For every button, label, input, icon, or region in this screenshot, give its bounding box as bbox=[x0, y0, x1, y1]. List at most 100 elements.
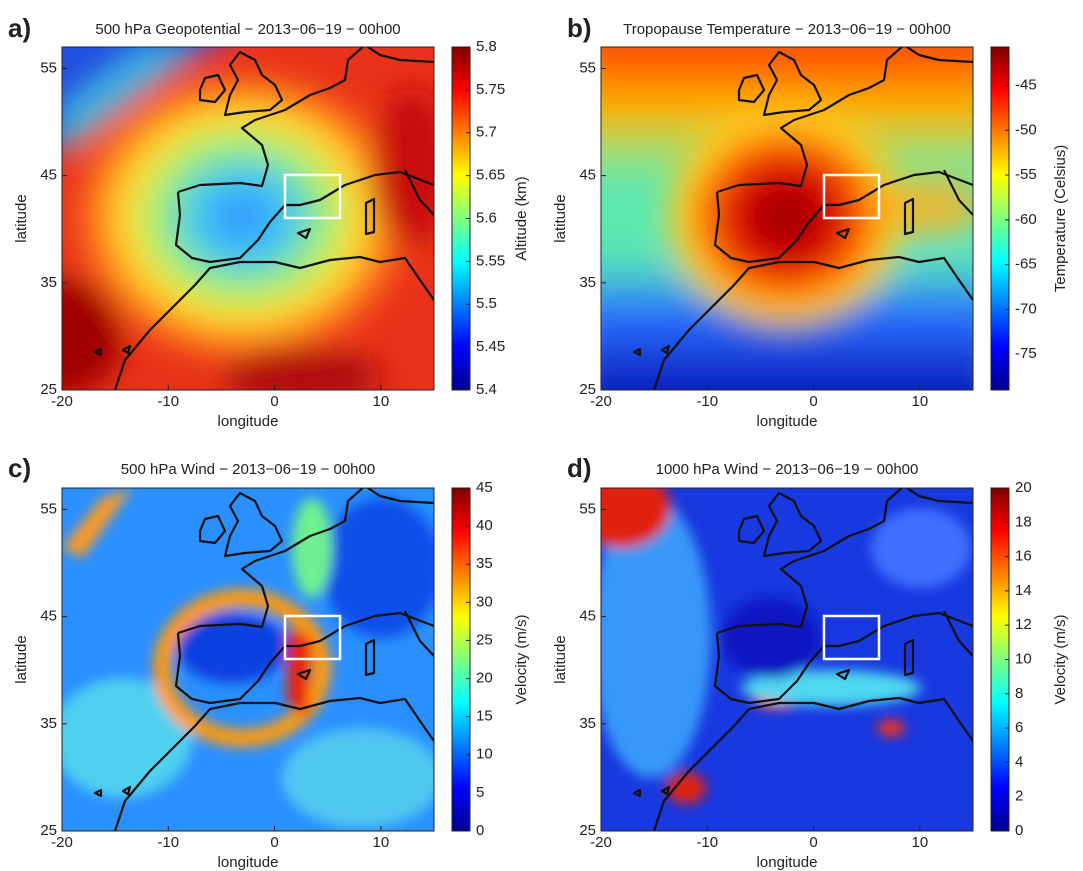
colorbar-tick-label: 18 bbox=[1015, 513, 1032, 530]
colorbar-tick-label: 10 bbox=[1015, 650, 1032, 667]
y-tick-label: 45 bbox=[579, 167, 596, 184]
colorbar-tick-label: 5.5 bbox=[476, 295, 497, 312]
y-axis-label: latitude bbox=[552, 635, 569, 683]
x-tick-label: -20 bbox=[51, 834, 73, 851]
colorbar-tick-label: -55 bbox=[1015, 166, 1037, 183]
colorbar-tick-label: 5.6 bbox=[476, 209, 497, 226]
y-tick-label: 45 bbox=[579, 608, 596, 625]
x-axis-label: longitude bbox=[218, 854, 279, 871]
panel-label: c) bbox=[8, 453, 31, 483]
x-tick-label: 10 bbox=[912, 834, 929, 851]
colorbar-tick-label: 4 bbox=[1015, 753, 1023, 770]
x-axis-label: longitude bbox=[218, 413, 279, 430]
colorbar-tick-label: 5.7 bbox=[476, 124, 497, 141]
colorbar-tick-label: 10 bbox=[476, 746, 493, 763]
colorbar-label: Velocity (m/s) bbox=[513, 614, 530, 704]
y-tick-label: 55 bbox=[579, 500, 596, 517]
colorbar-tick-label: 0 bbox=[476, 822, 484, 839]
colorbar-tick-label: 5.75 bbox=[476, 81, 505, 98]
colorbar-tick-label: 5.8 bbox=[476, 38, 497, 55]
x-axis-label: longitude bbox=[757, 413, 818, 430]
x-tick-label: -10 bbox=[696, 834, 718, 851]
x-tick-label: -20 bbox=[590, 393, 612, 410]
colorbar-tick-label: 12 bbox=[1015, 616, 1032, 633]
colorbar bbox=[990, 46, 1010, 391]
y-tick-label: 25 bbox=[579, 822, 596, 839]
colorbar-tick-label: -60 bbox=[1015, 211, 1037, 228]
y-tick-label: 45 bbox=[40, 608, 57, 625]
colorbar-tick-label: 35 bbox=[476, 555, 493, 572]
y-tick-label: 55 bbox=[579, 59, 596, 76]
x-tick-label: 10 bbox=[373, 834, 390, 851]
x-tick-label: 10 bbox=[373, 393, 390, 410]
x-tick-label: 0 bbox=[270, 834, 278, 851]
x-tick-label: 0 bbox=[270, 393, 278, 410]
field-a bbox=[62, 47, 434, 390]
x-tick-label: -10 bbox=[696, 393, 718, 410]
colorbar-tick-label: -65 bbox=[1015, 256, 1037, 273]
x-tick-label: 10 bbox=[912, 393, 929, 410]
y-axis-label: latitude bbox=[13, 635, 30, 683]
colorbar-tick-label: 30 bbox=[476, 593, 493, 610]
x-axis-label: longitude bbox=[757, 854, 818, 871]
x-tick-label: 0 bbox=[809, 834, 817, 851]
colorbar-tick-label: 40 bbox=[476, 517, 493, 534]
x-tick-label: -10 bbox=[157, 393, 179, 410]
colorbar-tick-label: 20 bbox=[1015, 479, 1032, 496]
panel-title: Tropopause Temperature − 2013−06−19 − 00… bbox=[623, 21, 951, 38]
y-tick-label: 25 bbox=[579, 381, 596, 398]
field-d bbox=[601, 488, 973, 831]
colorbar-tick-label: -75 bbox=[1015, 345, 1037, 362]
colorbar-tick-label: 45 bbox=[476, 479, 493, 496]
colorbar-tick-label: 5.4 bbox=[476, 381, 497, 398]
plot-frame bbox=[600, 487, 974, 832]
colorbar-tick-label: 5 bbox=[476, 784, 484, 801]
colorbar-tick-label: 15 bbox=[476, 708, 493, 725]
colorbar-label: Velocity (m/s) bbox=[1052, 614, 1069, 704]
colorbar-tick-label: -70 bbox=[1015, 300, 1037, 317]
plot-frame bbox=[600, 46, 974, 391]
colorbar-tick-label: 20 bbox=[476, 670, 493, 687]
plot-frame bbox=[61, 46, 435, 391]
y-axis-label: latitude bbox=[13, 194, 30, 242]
colorbar-tick-label: 0 bbox=[1015, 822, 1023, 839]
y-tick-label: 55 bbox=[40, 500, 57, 517]
x-tick-label: -20 bbox=[590, 834, 612, 851]
colorbar-tick-label: -50 bbox=[1015, 121, 1037, 138]
colorbar-tick-label: 16 bbox=[1015, 548, 1032, 565]
y-tick-label: 35 bbox=[40, 715, 57, 732]
colorbar-tick-label: 5.45 bbox=[476, 338, 505, 355]
colorbar bbox=[451, 487, 471, 832]
y-tick-label: 35 bbox=[579, 274, 596, 291]
x-tick-label: -20 bbox=[51, 393, 73, 410]
y-tick-label: 35 bbox=[40, 274, 57, 291]
y-tick-label: 25 bbox=[40, 822, 57, 839]
colorbar-tick-label: 6 bbox=[1015, 719, 1023, 736]
colorbar-tick-label: -45 bbox=[1015, 76, 1037, 93]
colorbar-tick-label: 25 bbox=[476, 631, 493, 648]
x-tick-label: -10 bbox=[157, 834, 179, 851]
y-tick-label: 35 bbox=[579, 715, 596, 732]
y-tick-label: 25 bbox=[40, 381, 57, 398]
colorbar-label: Altitude (km) bbox=[513, 176, 530, 260]
x-tick-label: 0 bbox=[809, 393, 817, 410]
field-c bbox=[62, 488, 434, 831]
panel-label: a) bbox=[8, 13, 31, 43]
panel-label: b) bbox=[567, 13, 592, 43]
panel-label: d) bbox=[567, 453, 592, 483]
panel-title: 500 hPa Wind − 2013−06−19 − 00h00 bbox=[121, 461, 375, 478]
colorbar-label: Temperature (Celsius) bbox=[1052, 145, 1069, 293]
y-axis-label: latitude bbox=[552, 194, 569, 242]
panel-title: 1000 hPa Wind − 2013−06−19 − 00h00 bbox=[656, 461, 919, 478]
colorbar-tick-label: 5.65 bbox=[476, 167, 505, 184]
field-b bbox=[601, 47, 973, 390]
panel-title: 500 hPa Geopotential − 2013−06−19 − 00h0… bbox=[95, 21, 400, 38]
y-tick-label: 45 bbox=[40, 167, 57, 184]
colorbar-tick-label: 8 bbox=[1015, 685, 1023, 702]
colorbar-tick-label: 14 bbox=[1015, 582, 1032, 599]
plot-frame bbox=[61, 487, 435, 832]
y-tick-label: 55 bbox=[40, 59, 57, 76]
colorbar-tick-label: 5.55 bbox=[476, 252, 505, 269]
colorbar-tick-label: 2 bbox=[1015, 788, 1023, 805]
